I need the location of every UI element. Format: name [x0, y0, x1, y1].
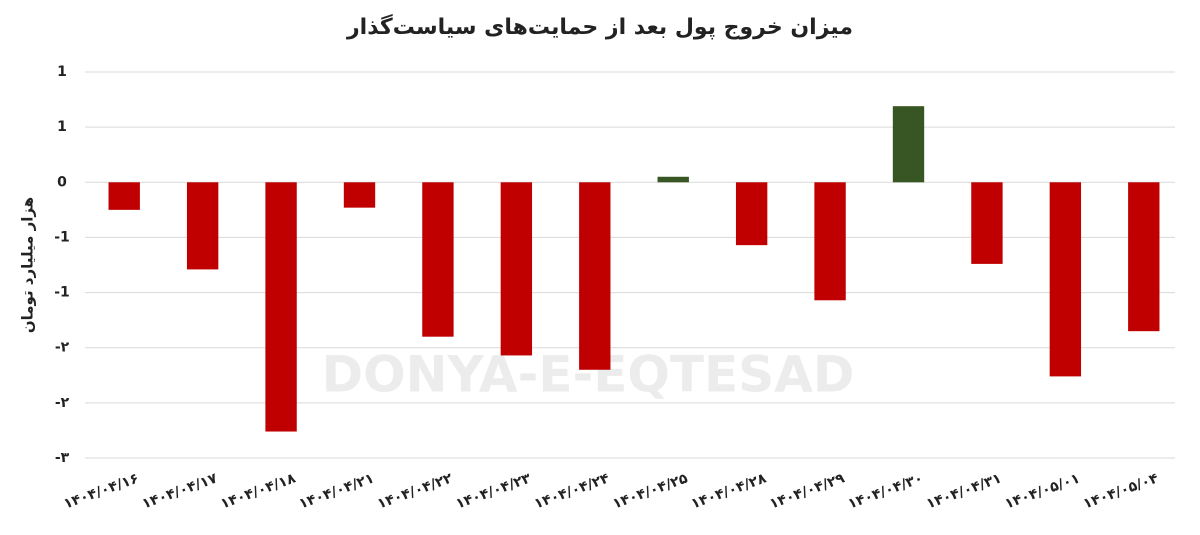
bar — [735, 182, 768, 246]
bar — [971, 182, 1003, 264]
bar — [892, 106, 925, 183]
x-tick-label: ۱۴۰۴/۰۴/۲۹ — [767, 470, 847, 512]
x-tick-label: ۱۴۰۴/۰۴/۲۵ — [611, 470, 691, 512]
bar — [1128, 182, 1160, 332]
bar — [186, 182, 219, 270]
x-tick-label: ۱۴۰۴/۰۴/۳۱ — [924, 470, 1003, 512]
y-tick-label: -1 — [54, 285, 70, 301]
x-tick-label: ۱۴۰۴/۰۴/۲۸ — [689, 470, 769, 512]
x-tick-label: ۱۴۰۴/۰۴/۱۷ — [140, 470, 220, 512]
x-tick-label: ۱۴۰۴/۰۵/۰۱ — [1003, 470, 1082, 512]
x-tick-label: ۱۴۰۴/۰۴/۲۳ — [454, 470, 534, 512]
y-axis-label: هزار میلیارد تومان — [19, 197, 37, 333]
y-tick-label: -۳ — [55, 450, 70, 466]
y-tick-label: -۲ — [55, 395, 70, 411]
x-tick-label: ۱۴۰۴/۰۴/۲۲ — [375, 470, 455, 512]
bar — [814, 182, 846, 301]
chart-title: میزان خروج پول بعد از حمایت‌های سیاست‌گذ… — [346, 13, 853, 40]
bar — [500, 182, 533, 356]
x-tick-label: ۱۴۰۴/۰۴/۳۰ — [846, 470, 925, 512]
y-tick-label: 1 — [57, 119, 67, 135]
y-tick-label: -1 — [54, 229, 70, 245]
bar — [657, 176, 689, 183]
bar — [265, 182, 297, 432]
y-tick-label: 1 — [57, 64, 67, 80]
x-tick-label: ۱۴۰۴/۰۴/۲۴ — [532, 470, 612, 512]
x-tick-label: ۱۴۰۴/۰۴/۱۶ — [62, 470, 141, 512]
bar — [422, 182, 454, 337]
bar — [1049, 182, 1082, 377]
x-tick-label: ۱۴۰۴/۰۴/۲۱ — [297, 470, 376, 512]
bar — [343, 182, 376, 208]
y-tick-label: -۲ — [55, 340, 70, 356]
x-tick-label: ۱۴۰۴/۰۴/۱۸ — [218, 470, 298, 512]
x-tick-label: ۱۴۰۴/۰۵/۰۴ — [1081, 470, 1161, 512]
bar — [108, 182, 140, 210]
y-tick-label: 0 — [57, 174, 67, 190]
bar — [579, 182, 611, 370]
